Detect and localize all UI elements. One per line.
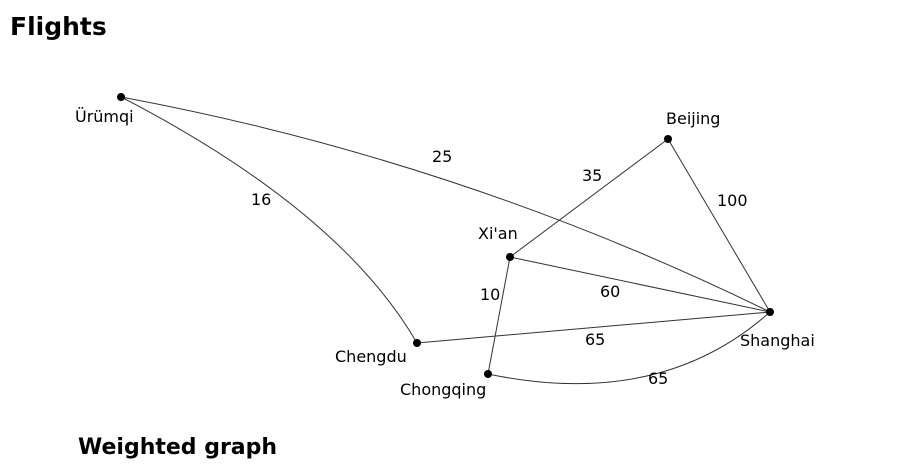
edge-weight-chengdu-shanghai: 65 xyxy=(585,330,605,349)
node-dot-xian xyxy=(506,253,514,261)
edge-xian-shanghai xyxy=(509,256,771,313)
edges-layer xyxy=(120,96,771,385)
node-beijing: Beijing xyxy=(664,109,720,143)
node-dot-chengdu xyxy=(413,339,421,347)
node-urumqi: Ürümqi xyxy=(75,93,134,126)
edge-weights-layer: 25 16 35 100 60 10 65 65 xyxy=(251,147,748,388)
node-chongqing: Chongqing xyxy=(400,370,492,399)
node-label-chongqing: Chongqing xyxy=(400,380,486,399)
edge-chengdu-shanghai xyxy=(416,311,771,344)
node-xian: Xi'an xyxy=(478,224,518,261)
diagram-caption: Weighted graph xyxy=(78,435,278,460)
edge-urumqi-chengdu xyxy=(120,96,418,344)
edge-weight-chongqing-shanghai: 65 xyxy=(648,369,668,388)
node-chengdu: Chengdu xyxy=(335,339,421,366)
nodes-layer: Ürümqi Beijing Xi'an Shanghai Chengdu Ch… xyxy=(75,93,815,399)
edge-beijing-xian xyxy=(509,138,669,258)
edge-weight-beijing-shanghai: 100 xyxy=(717,191,748,210)
node-dot-beijing xyxy=(664,135,672,143)
edge-urumqi-shanghai xyxy=(120,96,771,313)
node-dot-shanghai xyxy=(766,308,774,316)
node-label-urumqi: Ürümqi xyxy=(75,107,134,126)
diagram-title: Flights xyxy=(10,12,107,41)
node-label-chengdu: Chengdu xyxy=(335,347,407,366)
edge-weight-beijing-xian: 35 xyxy=(582,166,602,185)
node-label-beijing: Beijing xyxy=(666,109,720,128)
edge-weight-xian-chongqing: 10 xyxy=(480,285,500,304)
node-label-shanghai: Shanghai xyxy=(740,331,815,350)
node-label-xian: Xi'an xyxy=(478,224,518,243)
edge-chongqing-shanghai xyxy=(487,311,771,385)
edge-xian-chongqing xyxy=(487,256,511,375)
node-shanghai: Shanghai xyxy=(740,308,815,350)
edge-beijing-shanghai xyxy=(667,138,771,313)
node-dot-chongqing xyxy=(484,370,492,378)
edge-weight-xian-shanghai: 60 xyxy=(600,282,620,301)
edge-weight-urumqi-chengdu: 16 xyxy=(251,190,271,209)
node-dot-urumqi xyxy=(117,93,125,101)
edge-weight-urumqi-shanghai: 25 xyxy=(432,147,452,166)
